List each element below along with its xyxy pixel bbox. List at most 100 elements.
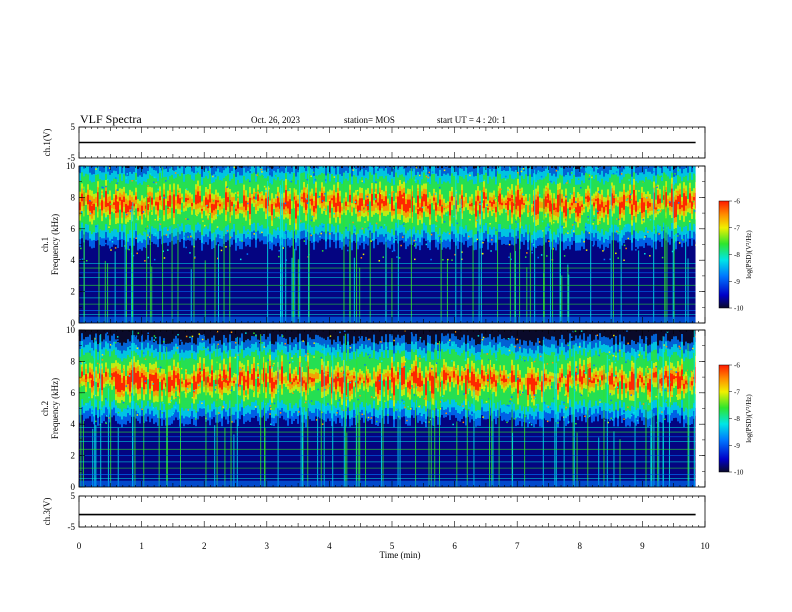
psd-column [291, 201, 293, 209]
psd-speckle [455, 191, 458, 194]
psd-column [275, 203, 277, 208]
psd-column [357, 380, 359, 384]
psd-speckle [434, 193, 437, 195]
psd-speckle [211, 343, 213, 346]
psd-column [613, 384, 615, 387]
psd-column [563, 376, 565, 384]
psd-column [163, 377, 165, 381]
psd-speckle [448, 339, 451, 342]
psd-speckle [241, 367, 244, 369]
psd-column [79, 202, 81, 211]
psd-speckle [524, 359, 526, 362]
psd-column [327, 371, 329, 384]
psd-speckle [155, 183, 158, 185]
psd-column [103, 376, 105, 384]
psd-speckle [495, 359, 498, 361]
psd-speckle [615, 218, 618, 220]
psd-speckle [180, 339, 182, 342]
psd-speckle [180, 367, 183, 370]
psd-speckle [307, 352, 309, 355]
psd-column [435, 372, 437, 379]
psd-column [661, 202, 663, 210]
psd-speckle [399, 182, 401, 184]
psd-column [105, 371, 107, 377]
psd-column [381, 199, 383, 204]
psd-speckle [410, 408, 412, 410]
psd-column [401, 194, 403, 205]
psd-column [485, 196, 487, 200]
psd-speckle [564, 394, 566, 396]
psd-speckle [108, 372, 111, 375]
psd-speckle [194, 256, 196, 258]
psd-speckle [578, 194, 581, 196]
psd-speckle [520, 170, 523, 173]
psd-column [561, 198, 563, 203]
psd-column [493, 199, 495, 204]
psd-column [393, 377, 395, 396]
psd-column [495, 380, 497, 387]
psd-speckle [170, 399, 172, 402]
psd-speckle [324, 208, 326, 211]
psd-column [325, 376, 327, 386]
psd-speckle [172, 412, 175, 415]
psd-speckle [419, 174, 421, 177]
psd-speckle [315, 419, 318, 421]
psd-speckle [299, 188, 302, 190]
psd-column [449, 201, 451, 216]
psd-speckle [290, 180, 293, 183]
psd-speckle [203, 224, 206, 227]
psd-speckle [234, 207, 236, 209]
y-tick-label: -5 [68, 153, 76, 163]
psd-speckle [505, 175, 507, 178]
psd-column [607, 375, 609, 381]
psd-speckle [218, 412, 220, 414]
psd-column [273, 382, 275, 389]
psd-speckle [207, 223, 210, 226]
psd-speckle [409, 221, 411, 224]
psd-speckle [531, 215, 534, 217]
psd-speckle [587, 216, 589, 218]
psd-column [359, 198, 361, 211]
psd-speckle [589, 174, 591, 177]
psd-speckle [208, 213, 211, 216]
psd-speckle [662, 227, 665, 229]
psd-column [241, 206, 243, 211]
psd-speckle [340, 370, 343, 372]
psd-speckle [263, 185, 266, 188]
psd-speckle [644, 236, 646, 238]
psd-column [233, 380, 235, 384]
psd-speckle [690, 370, 693, 373]
psd-speckle [588, 232, 591, 234]
psd-speckle [273, 216, 276, 219]
psd-speckle [91, 204, 93, 206]
psd-speckle [463, 369, 466, 371]
psd-column [641, 377, 643, 383]
psd-column [255, 371, 257, 379]
psd-speckle [567, 232, 569, 234]
psd-speckle [354, 398, 357, 401]
psd-speckle [436, 203, 439, 205]
psd-column [181, 381, 183, 384]
psd-speckle [431, 367, 433, 370]
psd-speckle [597, 167, 599, 170]
psd-column [243, 195, 245, 207]
psd-speckle [245, 332, 247, 334]
psd-speckle [258, 340, 261, 342]
psd-column [279, 202, 281, 209]
psd-speckle [85, 403, 87, 406]
psd-column [359, 377, 361, 381]
psd-column [89, 200, 91, 211]
psd-speckle [522, 168, 525, 170]
psd-speckle [655, 359, 658, 361]
psd-column [575, 207, 577, 213]
psd-column [127, 376, 129, 385]
psd-speckle [678, 242, 681, 244]
psd-speckle [168, 219, 170, 221]
psd-speckle [153, 339, 155, 341]
psd-speckle [333, 212, 336, 215]
psd-column [289, 373, 291, 383]
psd-speckle [254, 406, 257, 408]
psd-speckle [251, 235, 254, 238]
psd-speckle [94, 394, 97, 397]
